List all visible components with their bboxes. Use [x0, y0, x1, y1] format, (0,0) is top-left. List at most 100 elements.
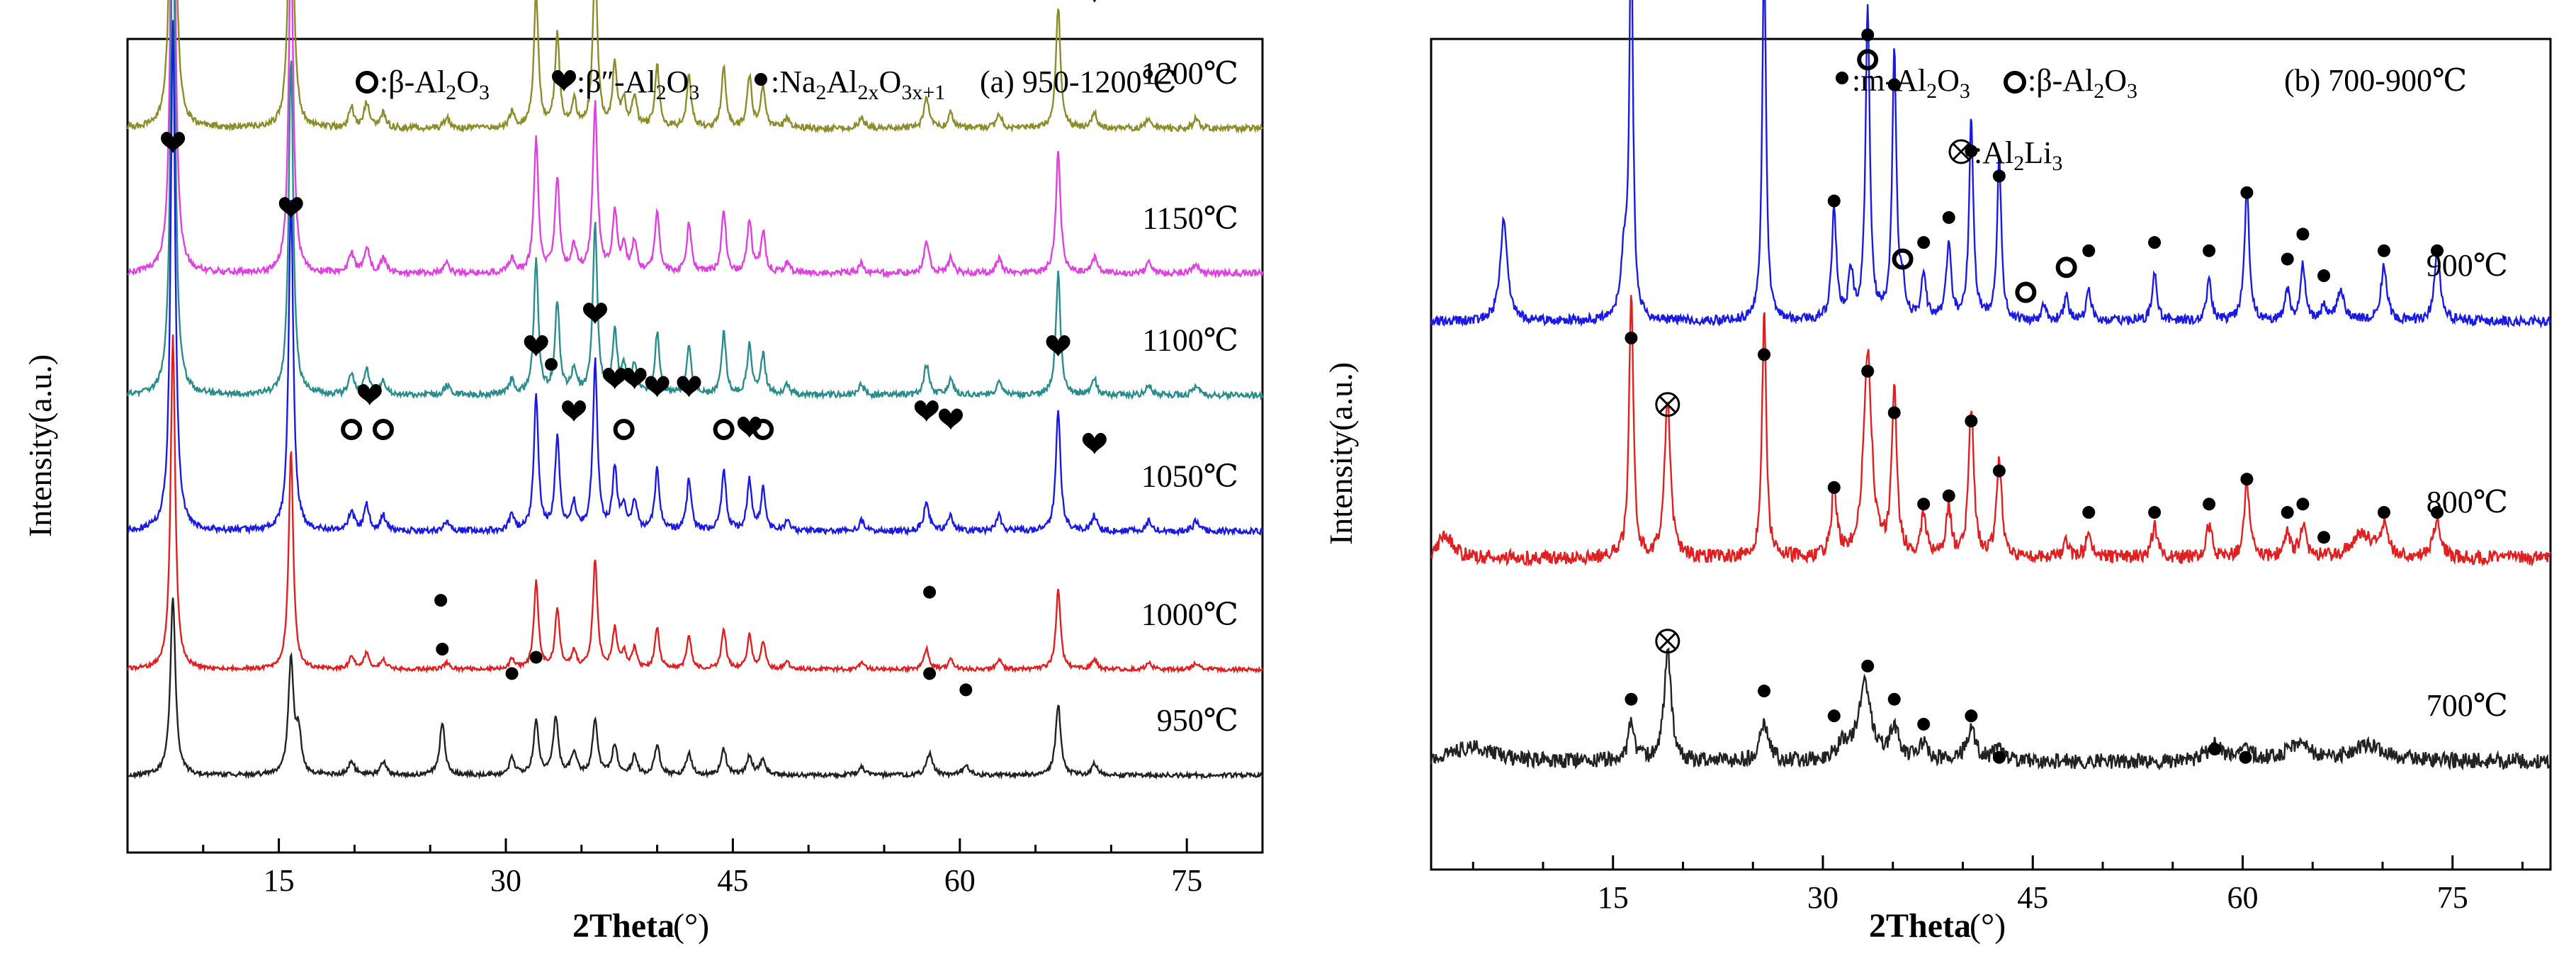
- peak-marker-dot: [2317, 269, 2331, 283]
- peak-marker-dot: [1942, 489, 1955, 502]
- peak-marker-dot: [1861, 28, 1875, 42]
- peak-marker-heart: [583, 303, 607, 325]
- peak-marker-dot: [1861, 364, 1875, 378]
- peak-marker-dot: [2148, 236, 2162, 249]
- peak-marker-dot: [1827, 480, 1841, 494]
- peak-marker-dot: [1965, 709, 1978, 723]
- peak-marker-dot: [2082, 244, 2096, 257]
- peak-marker-circle: [752, 419, 774, 441]
- x-tick-label: 15: [1598, 880, 1629, 915]
- peak-marker-dot: [1942, 210, 1955, 224]
- peak-marker-circle: [713, 419, 735, 441]
- panel-b-chart: 900℃ 800℃ 700℃ 15 30 45 60 75 :m-Al2O3 :β-Al2O…: [1323, 0, 2552, 945]
- x-tick-label: 45: [717, 863, 748, 898]
- peak-marker-dot: [923, 585, 937, 599]
- peak-marker-dot: [2239, 750, 2252, 764]
- peak-marker-dot: [1992, 750, 2006, 764]
- series-line-950c: [127, 597, 1264, 780]
- series-label-1200c: 1200℃: [1141, 56, 1238, 91]
- series-label-1000c: 1000℃: [1141, 597, 1238, 632]
- x-tick-label: 75: [2437, 880, 2468, 915]
- peak-marker-dot: [959, 683, 973, 697]
- panel-a-y-axis-label: Intensity(a.u.): [22, 354, 58, 537]
- peak-marker-heart: [161, 132, 186, 154]
- panel-a-x-ticks: 15 30 45 60 75: [126, 838, 1264, 898]
- legend-na2al2xo3x1-symbol: [755, 73, 767, 86]
- peak-marker-heart: [737, 416, 762, 438]
- peak-marker-dot: [2203, 497, 2216, 511]
- series-line-1200c: [126, 0, 1264, 135]
- legend-b-beta-al2o3-symbol: [2004, 71, 2026, 94]
- peak-marker-otimes: [1655, 392, 1680, 417]
- peak-marker-dot: [923, 667, 937, 680]
- panel-a-label: (a) 950-1200℃: [980, 64, 1177, 99]
- peak-marker-heart: [602, 368, 627, 390]
- peak-marker-dot: [2240, 473, 2254, 486]
- peak-marker-heart: [914, 400, 939, 422]
- peak-marker-otimes: [1655, 629, 1680, 654]
- legend-m-al2o3-label: :m-Al2O3: [1852, 63, 1970, 103]
- series-label-1150c: 1150℃: [1142, 201, 1238, 236]
- peak-marker-dot: [1887, 692, 1901, 706]
- peak-marker-dot: [1625, 692, 1638, 706]
- peak-marker-dot: [529, 651, 543, 664]
- panel-b-series-group: [1430, 0, 2552, 771]
- panel-b-frame: [1430, 38, 2552, 871]
- peak-marker-dot: [1992, 169, 2006, 183]
- peak-marker-dot: [2296, 497, 2310, 511]
- peak-marker-dot: [2296, 227, 2310, 241]
- peak-marker-heart: [278, 196, 303, 219]
- panel-a-series-labels: 1200℃ 1150℃ 1100℃ 1050℃ 1000℃ 950℃: [1141, 56, 1238, 738]
- peak-marker-dot: [1827, 709, 1841, 723]
- peak-marker-dot: [1861, 659, 1875, 673]
- panel-b-markers-group: [1625, 28, 2444, 764]
- peak-marker-dot: [505, 667, 519, 680]
- panel-b-x-ticks: 15 30 45 60 75: [1471, 855, 2524, 915]
- panel-a-markers-group: [161, 0, 1107, 697]
- peak-marker-dot: [2281, 252, 2294, 266]
- series-label-1050c: 1050℃: [1141, 459, 1238, 493]
- series-line-1050c: [127, 20, 1264, 537]
- peak-marker-dot: [434, 594, 448, 607]
- x-tick-label: 15: [264, 863, 295, 898]
- peak-marker-dot: [1917, 236, 1931, 249]
- peak-marker-dot: [2148, 506, 2162, 519]
- peak-marker-heart: [562, 400, 587, 422]
- peak-marker-dot: [1965, 415, 1978, 428]
- peak-marker-circle: [1857, 49, 1879, 71]
- peak-marker-dot: [2317, 531, 2331, 544]
- legend-al2li3-symbol: [1948, 139, 1974, 164]
- peak-marker-heart: [1082, 432, 1107, 454]
- series-line-800c: [1430, 295, 2552, 568]
- peak-marker-circle: [341, 419, 363, 441]
- panel-b-y-axis-label: Intensity(a.u.): [1323, 362, 1359, 545]
- panel-b-x-axis-label: 2Theta: [1869, 907, 1971, 945]
- peak-marker-dot: [545, 358, 558, 371]
- series-line-700c: [1430, 647, 2551, 771]
- series-label-800c: 800℃: [2427, 485, 2508, 519]
- peak-marker-heart: [357, 383, 382, 406]
- peak-marker-dot: [2203, 244, 2216, 257]
- series-line-1000c: [126, 334, 1264, 674]
- peak-marker-heart: [622, 368, 647, 390]
- legend-m-al2o3-symbol: [1836, 72, 1848, 84]
- legend-beta2-al2o3-symbol: [552, 69, 576, 91]
- series-label-950c: 950℃: [1157, 703, 1238, 738]
- peak-marker-dot: [2431, 244, 2444, 257]
- x-tick-label: 60: [944, 863, 976, 898]
- x-tick-label: 75: [1171, 863, 1202, 898]
- peak-marker-heart: [677, 376, 701, 398]
- x-tick-label: 45: [2017, 880, 2048, 915]
- peak-marker-dot: [1625, 331, 1638, 344]
- series-label-1100c: 1100℃: [1142, 323, 1238, 358]
- panel-b-label: (b) 700-900℃: [2284, 63, 2467, 98]
- peak-marker-circle: [613, 419, 635, 441]
- peak-marker-circle: [1892, 248, 1914, 270]
- peak-marker-dot: [2281, 506, 2294, 519]
- legend-beta2-al2o3-label: :β″-Al2O3: [577, 64, 699, 104]
- peak-marker-dot: [1827, 194, 1841, 208]
- peak-marker-heart: [524, 335, 548, 357]
- peak-marker-dot: [1758, 348, 1771, 361]
- series-label-900c: 900℃: [2427, 248, 2508, 283]
